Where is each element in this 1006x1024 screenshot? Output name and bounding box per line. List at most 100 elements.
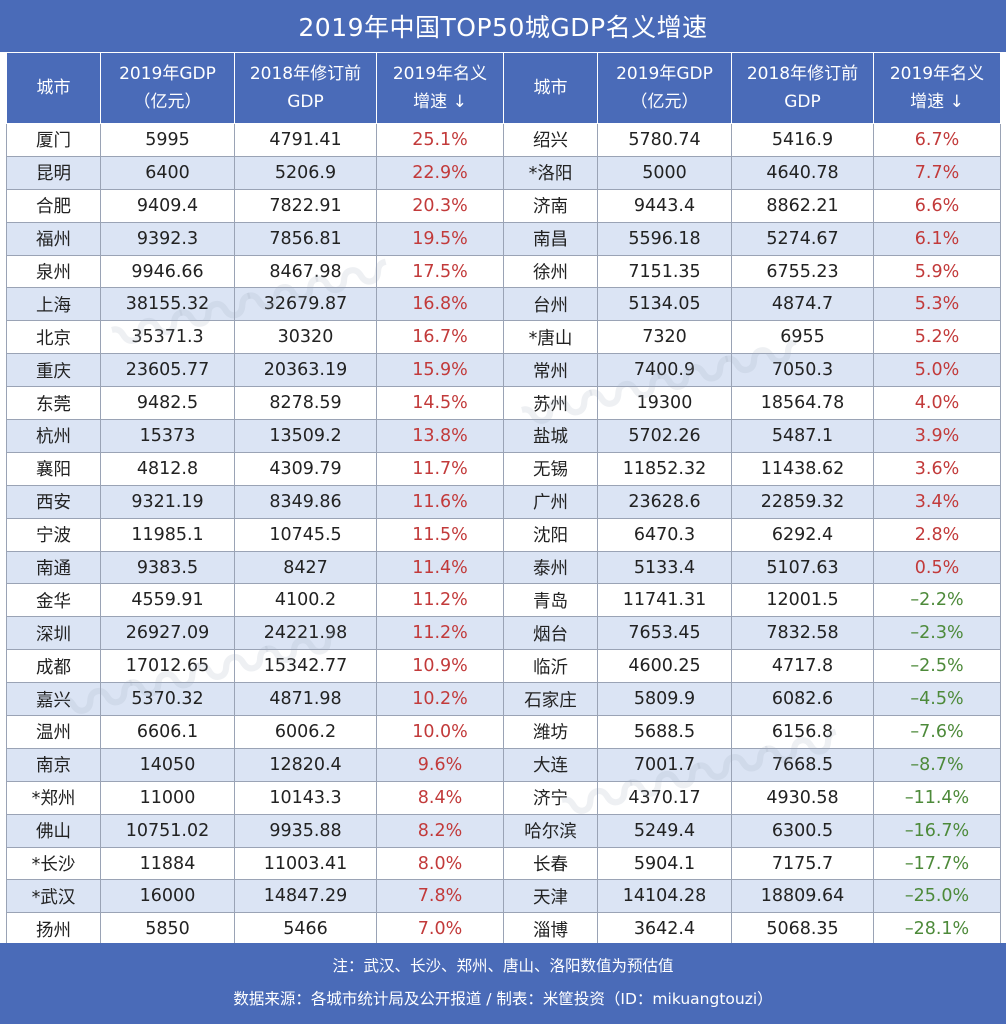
table-row: 济宁 4370.17 4930.58 –11.4% xyxy=(503,780,1001,815)
gdp2019-cell: 9443.4 xyxy=(597,188,732,223)
gdp2019-cell: 15373 xyxy=(100,419,235,453)
gdp2019-cell: 7653.45 xyxy=(597,616,732,651)
city-cell: 临沂 xyxy=(503,649,598,684)
gdp2019-cell: 5134.05 xyxy=(597,287,732,322)
gdp2018-cell: 8862.21 xyxy=(731,188,874,223)
header-gdp2018-line2: GDP xyxy=(287,92,324,112)
gdp2018-cell: 11438.62 xyxy=(731,451,874,486)
gdp2019-cell: 10751.02 xyxy=(100,813,235,848)
gdp2018-cell: 6755.23 xyxy=(731,254,874,289)
city-cell: 福州 xyxy=(6,221,101,256)
gdp2018-cell: 5107.63 xyxy=(731,550,874,585)
city-cell: 青岛 xyxy=(503,583,598,618)
table-row: *郑州 11000 10143.3 8.4% xyxy=(6,780,504,815)
city-cell: *长沙 xyxy=(6,846,101,881)
growth-cell: 8.2% xyxy=(376,813,504,848)
growth-cell: 22.9% xyxy=(376,155,504,190)
table-row: 温州 6606.1 6006.2 10.0% xyxy=(6,715,504,749)
city-cell: 宁波 xyxy=(6,517,101,552)
gdp2019-cell: 4370.17 xyxy=(597,780,732,815)
gdp2018-cell: 11003.41 xyxy=(234,846,377,881)
table-row: 合肥 9409.4 7822.91 20.3% xyxy=(6,188,504,223)
gdp2018-cell: 5206.9 xyxy=(234,155,377,190)
city-cell: 佛山 xyxy=(6,813,101,848)
gdp2018-cell: 10143.3 xyxy=(234,780,377,815)
growth-cell: 0.5% xyxy=(873,550,1001,585)
gdp2018-cell: 18809.64 xyxy=(731,879,874,914)
table-row: 南昌 5596.18 5274.67 6.1% xyxy=(503,221,1001,256)
city-cell: 成都 xyxy=(6,649,101,684)
growth-cell: 3.9% xyxy=(873,419,1001,453)
gdp2019-cell: 5000 xyxy=(597,155,732,190)
growth-cell: 3.4% xyxy=(873,484,1001,519)
table-row: 天津 14104.28 18809.64 –25.0% xyxy=(503,879,1001,914)
header-growth-line1: 2019年名义 xyxy=(889,64,985,84)
gdp2019-cell: 14104.28 xyxy=(597,879,732,914)
gdp2019-cell: 5702.26 xyxy=(597,419,732,453)
table-row: 沈阳 6470.3 6292.4 2.8% xyxy=(503,517,1001,552)
growth-cell: 19.5% xyxy=(376,221,504,256)
city-cell: 东莞 xyxy=(6,386,101,421)
gdp2019-cell: 6470.3 xyxy=(597,517,732,552)
table-row: 青岛 11741.31 12001.5 –2.2% xyxy=(503,583,1001,618)
gdp2018-cell: 6006.2 xyxy=(234,715,377,749)
city-cell: 襄阳 xyxy=(6,451,101,486)
gdp2018-cell: 4717.8 xyxy=(731,649,874,684)
growth-cell: 13.8% xyxy=(376,419,504,453)
city-cell: 嘉兴 xyxy=(6,682,101,717)
right-table-body: 绍兴 5780.74 5416.9 6.7% *洛阳 5000 4640.78 7.7% 济南 9… xyxy=(503,123,1001,947)
gdp2018-cell: 7822.91 xyxy=(234,188,377,223)
gdp2019-cell: 5249.4 xyxy=(597,813,732,848)
gdp2019-cell: 35371.3 xyxy=(100,320,235,355)
city-cell: *武汉 xyxy=(6,879,101,914)
gdp2019-cell: 16000 xyxy=(100,879,235,914)
gdp2019-cell: 9482.5 xyxy=(100,386,235,421)
city-cell: *唐山 xyxy=(503,320,598,355)
gdp2018-cell: 4930.58 xyxy=(731,780,874,815)
gdp2019-cell: 26927.09 xyxy=(100,616,235,651)
gdp2018-cell: 6955 xyxy=(731,320,874,355)
growth-cell: 11.2% xyxy=(376,616,504,651)
city-cell: 金华 xyxy=(6,583,101,618)
gdp2019-cell: 5370.32 xyxy=(100,682,235,717)
gdp2019-cell: 14050 xyxy=(100,747,235,782)
gdp2019-cell: 23628.6 xyxy=(597,484,732,519)
table-row: 苏州 19300 18564.78 4.0% xyxy=(503,386,1001,421)
gdp2019-cell: 19300 xyxy=(597,386,732,421)
gdp2018-cell: 6082.6 xyxy=(731,682,874,717)
header-gdp2018-line2: GDP xyxy=(784,92,821,112)
city-cell: *洛阳 xyxy=(503,155,598,190)
table-row: 济南 9443.4 8862.21 6.6% xyxy=(503,188,1001,223)
header-gdp2018-line1: 2018年修订前 xyxy=(746,64,859,84)
growth-cell: –16.7% xyxy=(873,813,1001,848)
gdp2018-cell: 4874.7 xyxy=(731,287,874,322)
growth-cell: 11.6% xyxy=(376,484,504,519)
gdp2018-cell: 4871.98 xyxy=(234,682,377,717)
gdp2018-cell: 4640.78 xyxy=(731,155,874,190)
table-row: *长沙 11884 11003.41 8.0% xyxy=(6,846,504,881)
gdp2018-cell: 7050.3 xyxy=(731,353,874,388)
gdp2019-cell: 6606.1 xyxy=(100,715,235,749)
gdp2018-cell: 6156.8 xyxy=(731,715,874,749)
header-gdp2018-line1: 2018年修订前 xyxy=(249,64,362,84)
table-row: 绍兴 5780.74 5416.9 6.7% xyxy=(503,123,1001,157)
city-cell: 潍坊 xyxy=(503,715,598,749)
table-row: *唐山 7320 6955 5.2% xyxy=(503,320,1001,355)
growth-cell: 25.1% xyxy=(376,123,504,157)
gdp2019-cell: 17012.65 xyxy=(100,649,235,684)
left-table-wrap: 城市 2019年GDP （亿元） 2018年修订前 GDP 2019年名义 增速 ↓ … xyxy=(6,52,504,947)
city-cell: 南通 xyxy=(6,550,101,585)
table-row: *武汉 16000 14847.29 7.8% xyxy=(6,879,504,914)
footer: 注：武汉、长沙、郑州、唐山、洛阳数值为预估值 数据来源：各城市统计局及公开报道 … xyxy=(0,943,1006,1024)
header-row: 城市 2019年GDP （亿元） 2018年修订前 GDP 2019年名义 增速 ↓ xyxy=(503,52,1001,124)
gdp2019-cell: 5133.4 xyxy=(597,550,732,585)
growth-cell: 2.8% xyxy=(873,517,1001,552)
city-cell: 苏州 xyxy=(503,386,598,421)
table-row: 襄阳 4812.8 4309.79 11.7% xyxy=(6,451,504,486)
gdp2019-cell: 5780.74 xyxy=(597,123,732,157)
growth-cell: 6.7% xyxy=(873,123,1001,157)
city-cell: 石家庄 xyxy=(503,682,598,717)
gdp2018-cell: 10745.5 xyxy=(234,517,377,552)
gdp2018-cell: 24221.98 xyxy=(234,616,377,651)
table-row: 嘉兴 5370.32 4871.98 10.2% xyxy=(6,682,504,717)
